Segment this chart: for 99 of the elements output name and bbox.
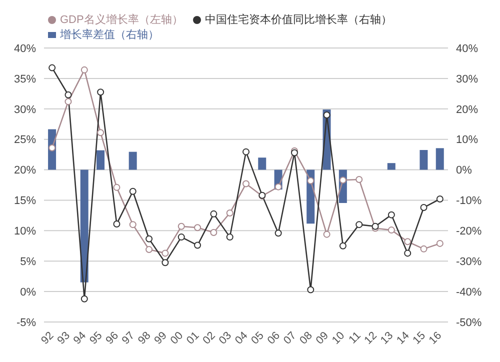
point [48,144,56,152]
point [242,148,250,156]
point [339,242,346,250]
point [97,88,104,96]
bar [128,152,137,170]
y2-tick-label: -20% [456,226,482,238]
y-tick-label: 40% [14,42,36,55]
point [146,246,153,254]
point [404,238,412,246]
y-tick-label: 0% [20,286,36,298]
y-tick-label: 20% [14,164,36,177]
y2-tick-label: -10% [456,195,482,208]
x-tick-label: 94 [71,330,89,347]
y2-tick-label: 40% [456,42,478,55]
y-tick-label: -5% [16,316,36,329]
point [210,210,218,218]
x-tick-label: 03 [216,330,234,347]
point [323,230,330,238]
point [420,204,428,212]
y2-tick-label: 0% [456,164,472,177]
bar [436,148,444,170]
x-tick-label: 11 [346,330,364,346]
x-tick-label: 01 [184,330,202,347]
point [339,176,346,184]
x-tick-label: 12 [362,330,380,347]
x-tick-label: 15 [410,330,428,347]
y-tick-label: 35% [14,73,36,86]
x-tick-label: 00 [168,330,186,347]
point [64,91,72,98]
y-tick-label: 10% [14,226,36,238]
x-tick-label: 16 [426,330,444,347]
x-tick-label: 08 [298,330,315,347]
bar [387,163,396,170]
bar [80,170,88,282]
point [129,188,136,195]
legend-label: 中国住宅资本价值同比增长率（右轴） [204,14,392,26]
x-tick-label: 04 [233,330,250,347]
x-tick-label: 97 [120,330,138,347]
point [274,183,282,190]
point [388,211,395,218]
point [194,224,202,232]
point [80,66,88,74]
point [80,295,88,302]
point [388,226,395,234]
point [113,184,120,191]
bar [258,158,266,170]
point [436,240,444,247]
point [178,234,185,241]
point [274,230,282,237]
x-tick-label: 05 [249,330,266,347]
point [307,177,314,184]
point [210,228,218,236]
y2-tick-label: 20% [456,104,478,116]
point [356,176,363,184]
point [162,250,169,257]
x-tick-label: 98 [136,330,154,347]
point [162,259,169,266]
y2-tick-label: 30% [456,73,478,86]
point [404,250,412,257]
point [307,286,314,294]
legend-label: GDP名义增长率（左轴） [60,14,183,26]
point [436,196,444,203]
point [146,235,153,242]
y-tick-label: 15% [14,195,36,208]
y2-tick-label: -30% [456,256,482,268]
bar [96,150,105,170]
x-tick-label: 06 [265,330,282,347]
x-tick-label: 96 [104,330,121,347]
x-tick-label: 14 [394,330,412,347]
point [194,242,202,249]
point [48,64,56,72]
point [356,221,363,228]
point [226,234,234,241]
x-tick-label: 02 [200,330,218,347]
x-tick-label: 93 [55,330,72,347]
y-tick-label: 5% [20,256,36,268]
point [242,180,250,188]
y2-tick-label: -40% [456,286,482,298]
x-tick-label: 95 [88,330,105,347]
x-tick-label: 92 [39,330,56,347]
point [226,210,234,217]
point [97,129,104,136]
x-tick-label: 07 [282,330,299,347]
x-tick-label: 09 [314,330,331,347]
point [64,98,72,106]
y-tick-label: 30% [14,104,36,116]
x-tick-label: 99 [152,330,170,347]
bar [420,150,428,170]
point [323,111,330,118]
point [420,245,428,252]
x-tick-label: 10 [330,330,348,347]
point [113,220,120,228]
legend-label: 增长率差值（右轴） [60,29,159,41]
point [178,222,185,230]
y-tick-label: 25% [14,134,36,146]
y2-tick-label: -50% [456,316,482,329]
x-tick-label: 13 [378,330,396,347]
y2-tick-label: 10% [456,134,478,146]
point [129,221,136,228]
